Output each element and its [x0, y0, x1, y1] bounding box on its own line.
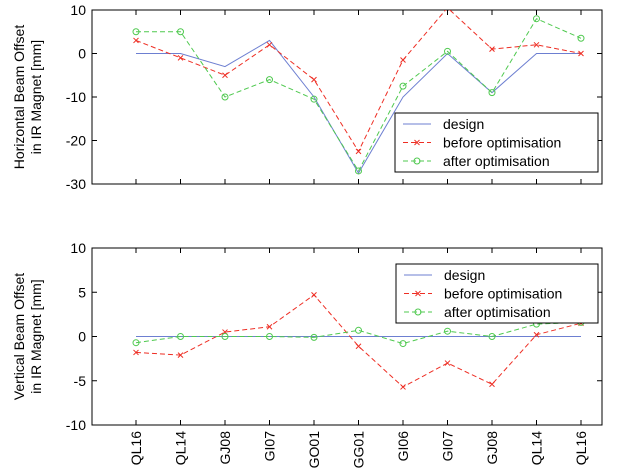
legend-label: design — [444, 267, 485, 283]
data-point — [355, 167, 362, 175]
x-tick-label: GJ08 — [484, 431, 500, 465]
data-point — [489, 46, 495, 53]
data-point — [266, 76, 273, 84]
x-tick-label: GG01 — [351, 431, 367, 469]
y-axis-label: Horizontal Beam Offsetin IR Magnet [mm] — [11, 25, 44, 170]
data-point — [177, 352, 184, 358]
data-point — [310, 333, 318, 341]
y-axis-label-line: Horizontal Beam Offset — [11, 25, 27, 170]
data-point — [399, 82, 407, 90]
y-tick-label: 10 — [70, 2, 86, 18]
legend-label: after optimisation — [443, 153, 550, 169]
y-tick-label: 0 — [78, 46, 86, 62]
legend-marker — [414, 308, 422, 316]
data-point — [132, 339, 140, 347]
legend-label: design — [443, 116, 484, 132]
series-line — [135, 321, 582, 345]
x-tick-label: GI07 — [262, 431, 278, 462]
data-point — [177, 28, 184, 36]
data-point — [355, 326, 362, 334]
legend-label: before optimisation — [443, 135, 561, 151]
data-point — [177, 54, 184, 61]
y-tick-label: 10 — [70, 240, 86, 256]
x-tick-label: QL16 — [128, 431, 144, 465]
data-point — [533, 15, 540, 23]
data-point — [400, 384, 406, 390]
legend-marker — [415, 290, 421, 297]
legend: design before optimisation after optimisat… — [395, 263, 599, 324]
data-point — [444, 47, 451, 55]
series-line — [135, 294, 582, 388]
data-point — [266, 323, 273, 330]
series-group — [132, 10, 585, 175]
legend-marker — [413, 157, 421, 165]
y-tick-label: -5 — [74, 373, 87, 389]
data-point — [311, 292, 317, 298]
y-axis-label-line: in IR Magnet [mm] — [28, 279, 44, 393]
data-point — [355, 343, 362, 350]
data-point — [311, 76, 317, 83]
legend-label: after optimisation — [444, 304, 551, 320]
data-point — [400, 57, 406, 63]
data-point — [489, 381, 495, 388]
data-point — [399, 340, 407, 348]
y-axis-label: Vertical Beam Offsetin IR Magnet [mm] — [11, 273, 44, 400]
y-tick-label: -10 — [66, 417, 86, 433]
legend: design before optimisation after optimisat… — [394, 112, 599, 173]
y-tick-label: -20 — [66, 133, 86, 149]
data-point — [310, 95, 318, 103]
data-point — [444, 360, 451, 366]
data-point — [266, 41, 273, 48]
x-tick-label: GI06 — [395, 431, 411, 462]
data-point — [133, 349, 139, 356]
y-tick-label: 5 — [78, 284, 86, 300]
data-point — [444, 327, 451, 335]
data-point — [488, 89, 496, 97]
y-tick-label: -10 — [66, 89, 86, 105]
data-point — [222, 72, 228, 79]
data-point — [488, 333, 496, 340]
data-point — [177, 333, 184, 340]
series-line — [136, 39, 581, 175]
y-tick-label: -30 — [66, 176, 86, 192]
data-point — [533, 331, 540, 338]
data-point — [266, 333, 273, 340]
data-point — [533, 41, 540, 48]
x-tick-label: GI07 — [440, 431, 456, 462]
y-axis-label-line: Vertical Beam Offset — [11, 273, 27, 400]
subplot-vertical: -10 -5 0 5 10 Vertical Beam Offsetin IR Magne… — [11, 240, 603, 433]
x-tick-label: GO01 — [306, 431, 322, 469]
x-tick-label: QL14 — [173, 431, 189, 465]
y-tick-label: 0 — [78, 329, 86, 345]
data-point — [221, 93, 229, 101]
legend-label: before optimisation — [444, 286, 562, 302]
data-point — [133, 37, 139, 44]
series-group — [132, 292, 585, 390]
data-point — [577, 34, 585, 42]
x-tick-label: QL14 — [529, 431, 545, 465]
legend-marker — [414, 139, 420, 146]
data-point — [355, 148, 362, 155]
y-axis-label-line: in IR Magnet [mm] — [28, 40, 44, 154]
x-tick-label: GJ08 — [217, 431, 233, 465]
subplot-horizontal: -30 -20 -10 0 10 Horizontal Beam Offsetin IR … — [11, 2, 603, 192]
x-tick-label: QL16 — [573, 431, 589, 465]
data-point — [578, 50, 584, 57]
data-point — [221, 333, 229, 340]
series-line — [136, 18, 582, 172]
data-point — [132, 28, 140, 36]
